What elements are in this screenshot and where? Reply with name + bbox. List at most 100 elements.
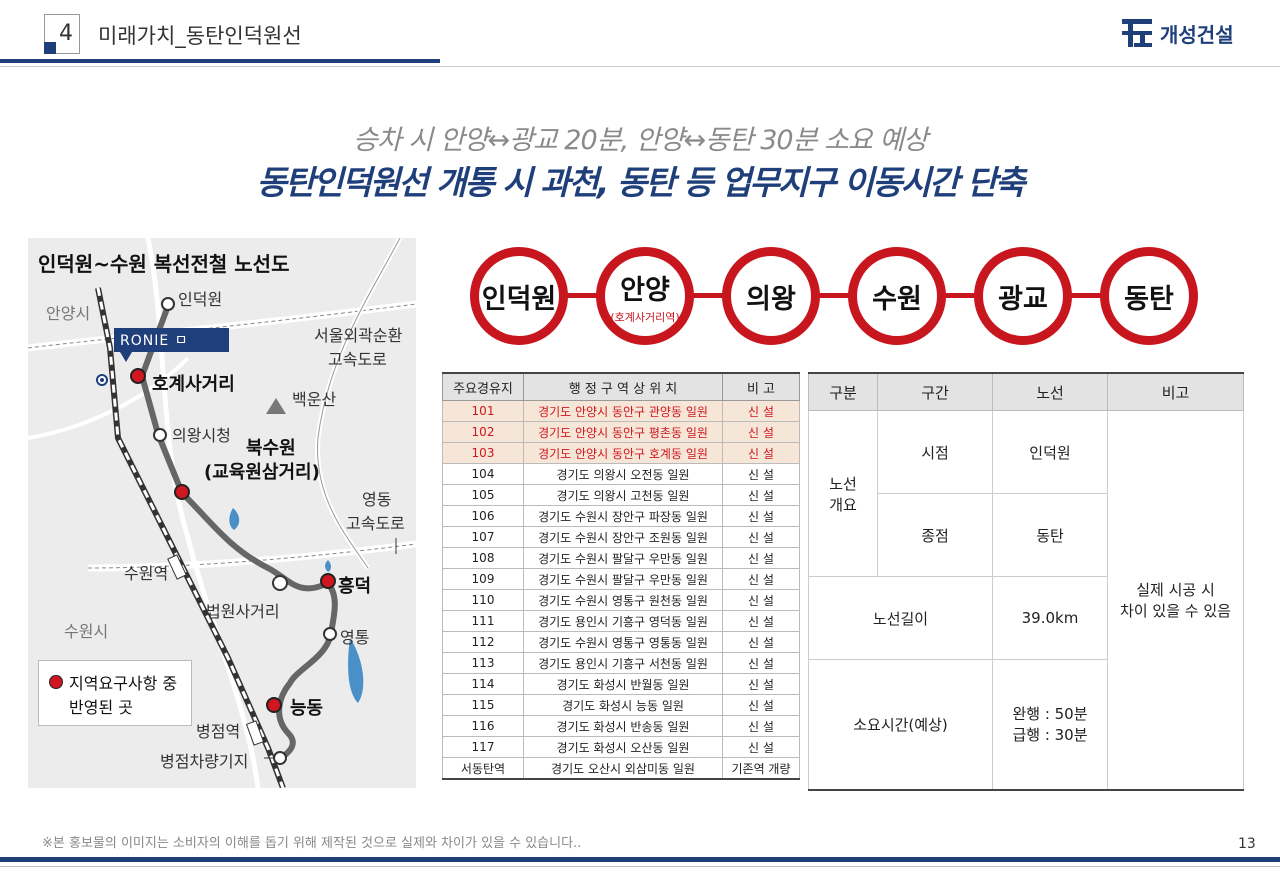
table-row: 117 경기도 화성시 오산동 일원 신 설 xyxy=(442,736,800,758)
footer-disclaimer: ※본 홍보물의 이미지는 소비자의 이해를 돕기 위해 제작된 것으로 실제와 … xyxy=(42,836,582,851)
summary-header-note: 비고 xyxy=(1107,372,1244,411)
stops-cell-loc: 경기도 화성시 능동 일원 xyxy=(523,694,723,716)
map-label-uiwang-city-hall: 의왕시청 xyxy=(172,426,231,445)
stops-header-stop: 주요경유지 xyxy=(442,372,524,401)
section-title: 미래가치_동탄인덕원선 xyxy=(98,24,302,48)
stops-cell-note: 신 설 xyxy=(722,463,800,485)
map-title: 인덕원~수원 복선전철 노선도 xyxy=(38,252,290,276)
station-uiwang: 의왕 xyxy=(722,247,820,345)
stops-cell-id: 117 xyxy=(442,736,524,758)
map-label-neungdong: 능동 xyxy=(290,698,324,719)
summary-length-value: 39.0km xyxy=(992,576,1108,660)
stops-cell-id: 서동탄역 xyxy=(442,757,524,780)
stops-cell-id: 111 xyxy=(442,610,524,632)
map-label-yeongdong-exp-2: 고속도로 xyxy=(346,514,405,533)
footer-accent-line xyxy=(0,857,1280,862)
stops-cell-note: 기존역 개량 xyxy=(722,757,800,780)
summary-header-category: 구분 xyxy=(808,372,878,411)
stops-cell-loc: 경기도 안양시 동안구 호계동 일원 xyxy=(523,442,723,464)
stops-cell-loc: 경기도 의왕시 오전동 일원 xyxy=(523,463,723,485)
legend-text-1: 지역요구사항 중 xyxy=(69,674,178,693)
stops-cell-loc: 경기도 오산시 외삼미동 일원 xyxy=(523,757,723,780)
map-label-byeongjeom-depot: 병점차량기지 xyxy=(160,752,249,771)
header: 4 미래가치_동탄인덕원선 개성건설 xyxy=(0,0,1280,70)
table-row: 114 경기도 화성시 반월동 일원 신 설 xyxy=(442,673,800,695)
stops-cell-note: 신 설 xyxy=(722,484,800,506)
stops-cell-loc: 경기도 안양시 동안구 관양동 일원 xyxy=(523,400,723,422)
station-suwon: 수원 xyxy=(848,247,946,345)
station-name: 인덕원 xyxy=(481,283,557,315)
map-label-seoul-ring-2: 고속도로 xyxy=(328,350,387,369)
summary-end-value: 동탄 xyxy=(992,493,1108,577)
stops-cell-loc: 경기도 의왕시 고천동 일원 xyxy=(523,484,723,506)
map-label-baekunsan: 백운산 xyxy=(292,390,337,409)
station-anyang: 안양 (호계사거리역) xyxy=(596,247,694,345)
station-name: 의왕 xyxy=(746,283,796,315)
stops-cell-note: 신 설 xyxy=(722,421,800,443)
map-label-yeongtong: 영통 xyxy=(340,628,370,647)
summary-note-line2: 차이 있을 수 있음 xyxy=(1120,601,1231,620)
stops-cell-id: 116 xyxy=(442,715,524,737)
summary-time-express: 급행 : 30분 xyxy=(1012,726,1088,745)
section-box-square xyxy=(44,42,56,54)
stops-cell-note: 신 설 xyxy=(722,400,800,422)
map-label-heungdeok: 흥덕 xyxy=(338,576,372,597)
route-summary-table: 구분 구간 노선 비고 노선 개요 시점 인덕원 실제 시공 시 차이 있을 수… xyxy=(808,372,1244,791)
summary-time-value: 완행 : 50분 급행 : 30분 xyxy=(992,659,1108,791)
station-name: 안양 xyxy=(620,274,670,306)
stops-cell-loc: 경기도 수원시 장안구 파장동 일원 xyxy=(523,505,723,527)
legend-red-dot-icon xyxy=(49,675,63,689)
station-induckwon: 인덕원 xyxy=(470,247,568,345)
stops-cell-id: 113 xyxy=(442,652,524,674)
table-row: 108 경기도 수원시 팔달구 우만동 일원 신 설 xyxy=(442,547,800,569)
stops-cell-id: 104 xyxy=(442,463,524,485)
stops-cell-id: 101 xyxy=(442,400,524,422)
section-number: 4 xyxy=(59,21,73,46)
stops-cell-id: 114 xyxy=(442,673,524,695)
section-number-box: 4 xyxy=(44,14,80,54)
company-logo: 개성건설 xyxy=(1120,16,1234,50)
stops-cell-loc: 경기도 수원시 영통구 영통동 일원 xyxy=(523,631,723,653)
stops-cell-loc: 경기도 화성시 반월동 일원 xyxy=(523,673,723,695)
ronie-marker-pointer xyxy=(120,352,132,362)
map-label-seoul-ring-1: 서울외곽순환 xyxy=(314,326,403,345)
stops-header-note: 비 고 xyxy=(722,372,800,401)
table-row: 101 경기도 안양시 동안구 관양동 일원 신 설 xyxy=(442,400,800,422)
stops-cell-note: 신 설 xyxy=(722,568,800,590)
map-label-yeongdong-exp-1: 영동 xyxy=(362,490,392,509)
map-label-bukseowon-1: 북수원 xyxy=(246,438,296,459)
summary-time-label: 소요시간(예상) xyxy=(808,659,993,791)
map-label-anyangsi: 안양시 xyxy=(46,304,91,323)
summary-note-line1: 실제 시공 시 xyxy=(1136,580,1215,599)
stops-cell-id: 115 xyxy=(442,694,524,716)
stops-cell-loc: 경기도 용인시 기흥구 서천동 일원 xyxy=(523,652,723,674)
stops-table: 주요경유지 행 정 구 역 상 위 치 비 고 101 경기도 안양시 동안구 관… xyxy=(442,372,800,780)
stops-cell-id: 109 xyxy=(442,568,524,590)
table-row: 102 경기도 안양시 동안구 평촌동 일원 신 설 xyxy=(442,421,800,443)
stops-header-location: 행 정 구 역 상 위 치 xyxy=(523,372,723,401)
map-label-bukseowon-2: (교육원삼거리) xyxy=(204,462,320,483)
legend-text-2: 반영된 곳 xyxy=(69,698,133,717)
summary-header-route: 노선 xyxy=(992,372,1108,411)
headline-sub: 승차 시 안양↔광교 20분, 안양↔동탄 30분 소요 예상 xyxy=(353,125,928,156)
table-row: 115 경기도 화성시 능동 일원 신 설 xyxy=(442,694,800,716)
stops-cell-note: 신 설 xyxy=(722,652,800,674)
company-logo-text: 개성건설 xyxy=(1160,22,1234,47)
stops-cell-loc: 경기도 수원시 영통구 원천동 일원 xyxy=(523,589,723,611)
stops-cell-loc: 경기도 수원시 팔달구 우만동 일원 xyxy=(523,547,723,569)
map-legend: 지역요구사항 중 반영된 곳 xyxy=(38,660,192,726)
table-row: 106 경기도 수원시 장안구 파장동 일원 신 설 xyxy=(442,505,800,527)
stops-cell-loc: 경기도 안양시 동안구 평촌동 일원 xyxy=(523,421,723,443)
stops-cell-id: 108 xyxy=(442,547,524,569)
stops-cell-note: 신 설 xyxy=(722,610,800,632)
summary-note: 실제 시공 시 차이 있을 수 있음 xyxy=(1107,410,1244,791)
table-row: 116 경기도 화성시 반송동 일원 신 설 xyxy=(442,715,800,737)
station-name: 광교 xyxy=(998,283,1048,315)
table-row: 103 경기도 안양시 동안구 호계동 일원 신 설 xyxy=(442,442,800,464)
summary-time-local: 완행 : 50분 xyxy=(1012,705,1088,724)
table-row: 105 경기도 의왕시 고천동 일원 신 설 xyxy=(442,484,800,506)
stops-cell-note: 신 설 xyxy=(722,715,800,737)
stops-table-body: 101 경기도 안양시 동안구 관양동 일원 신 설 102 경기도 안양시 동안구 평… xyxy=(442,400,800,780)
table-row: 104 경기도 의왕시 오전동 일원 신 설 xyxy=(442,463,800,485)
stops-cell-id: 112 xyxy=(442,631,524,653)
